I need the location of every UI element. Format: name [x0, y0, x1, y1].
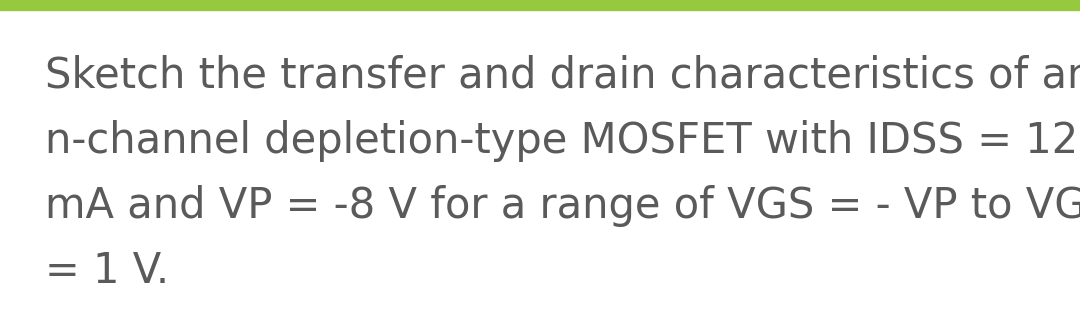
Text: mA and VP = -8 V for a range of VGS = - VP to VGS: mA and VP = -8 V for a range of VGS = - … [45, 185, 1080, 227]
Text: n-channel depletion-type MOSFET with IDSS = 12: n-channel depletion-type MOSFET with IDS… [45, 120, 1078, 162]
Text: = 1 V.: = 1 V. [45, 250, 170, 292]
Bar [0, 0, 1080, 10]
Text: Sketch the transfer and drain characteristics of an: Sketch the transfer and drain characteri… [45, 55, 1080, 97]
